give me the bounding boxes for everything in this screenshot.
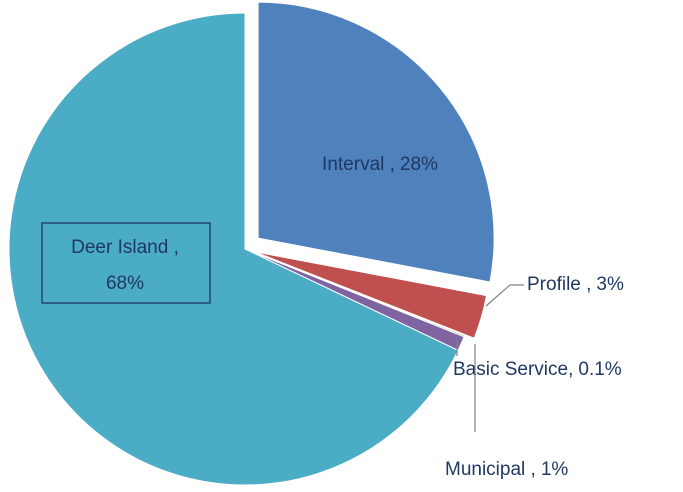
- label-category: Basic Service,: [453, 359, 573, 380]
- pie-slice: [8, 12, 459, 486]
- label-category: Deer Island ,: [71, 237, 179, 258]
- label-value: 68%: [106, 273, 144, 294]
- label-category: Interval ,: [322, 154, 395, 175]
- leader-line: [485, 284, 524, 307]
- data-label: Interval , 28%: [322, 154, 438, 175]
- label-value: 28%: [400, 154, 438, 175]
- label-value: 0.1%: [578, 359, 621, 380]
- data-label: Basic Service, 0.1%: [453, 359, 622, 380]
- data-label: Deer Island , 68%: [71, 237, 179, 294]
- label-value: 3%: [596, 274, 624, 295]
- label-box: [41, 222, 211, 304]
- data-label: Municipal , 1%: [445, 459, 568, 480]
- pie-slice: [257, 1, 495, 283]
- label-category: Profile ,: [527, 274, 591, 295]
- label-category: Municipal ,: [445, 459, 536, 480]
- pie-slice: [254, 251, 488, 339]
- label-value: 1%: [541, 459, 569, 480]
- data-label: Profile , 3%: [527, 274, 624, 295]
